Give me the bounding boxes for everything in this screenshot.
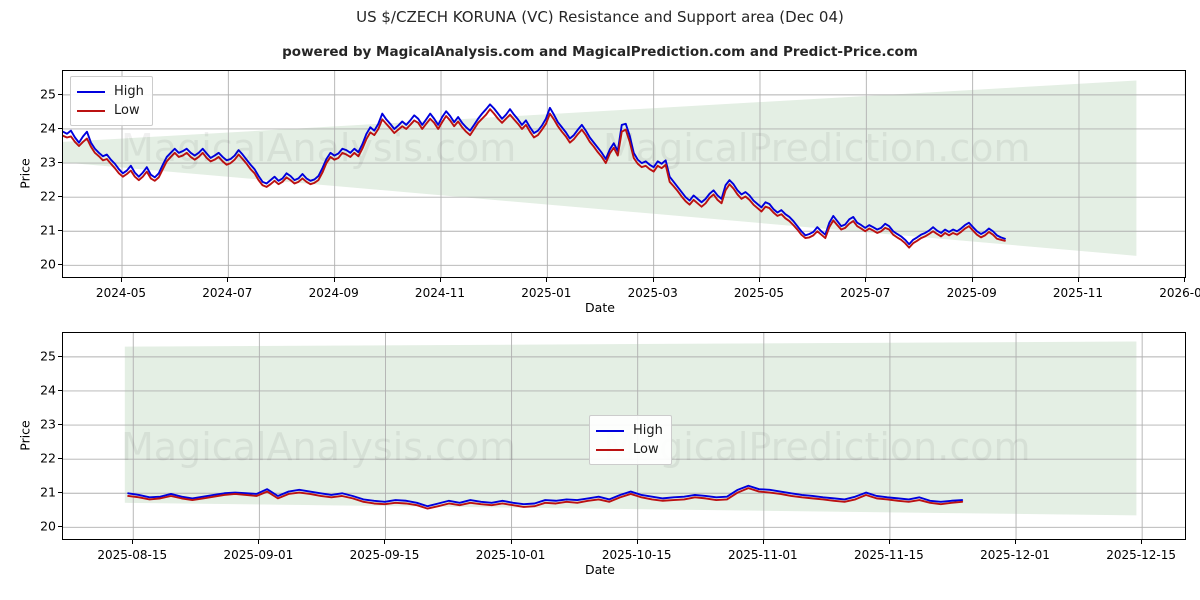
x-tick-label: 2026-01 bbox=[1159, 286, 1200, 300]
high-line-swatch-icon bbox=[596, 429, 624, 432]
y-tick-label: 20 bbox=[40, 256, 56, 272]
y-tick-mark bbox=[58, 458, 62, 460]
y-tick-mark bbox=[58, 93, 62, 95]
x-tick-mark bbox=[333, 278, 335, 282]
x-tick-label: 2025-01 bbox=[521, 286, 572, 300]
page-title: US $/CZECH KORUNA (VC) Resistance and Su… bbox=[356, 8, 844, 26]
bottom-x-axis-label: Date bbox=[585, 562, 615, 577]
x-tick-label: 2025-10-15 bbox=[601, 548, 672, 562]
y-tick-label: 21 bbox=[40, 222, 56, 238]
x-tick-label: 2024-05 bbox=[95, 286, 147, 300]
x-tick-mark bbox=[132, 540, 134, 544]
top-chart-canvas bbox=[63, 71, 1185, 277]
y-tick-label: 20 bbox=[40, 518, 56, 534]
legend-label-low: Low bbox=[114, 103, 140, 118]
x-tick-mark bbox=[440, 278, 441, 282]
high-line-swatch-icon bbox=[77, 90, 105, 93]
x-tick-mark bbox=[1077, 278, 1079, 282]
x-tick-mark bbox=[971, 278, 973, 282]
x-tick-label: 2025-05 bbox=[733, 286, 785, 300]
x-tick-label: 2024-07 bbox=[202, 286, 253, 300]
x-tick-mark bbox=[121, 278, 122, 282]
x-tick-mark bbox=[1184, 278, 1186, 282]
legend-label-low: Low bbox=[633, 442, 659, 457]
legend-label-high: High bbox=[633, 423, 663, 438]
y-tick-mark bbox=[58, 196, 62, 198]
x-tick-label: 2025-11 bbox=[1052, 286, 1104, 300]
x-tick-mark bbox=[1141, 540, 1143, 544]
y-tick-label: 22 bbox=[40, 188, 56, 204]
y-tick-label: 23 bbox=[40, 416, 56, 432]
legend-entry-low: Low bbox=[596, 440, 663, 459]
x-tick-mark bbox=[652, 278, 654, 282]
x-tick-mark bbox=[888, 540, 890, 544]
x-tick-mark bbox=[758, 278, 760, 282]
legend-entry-high: High bbox=[77, 82, 144, 101]
y-tick-mark bbox=[58, 264, 62, 266]
x-tick-mark bbox=[258, 540, 260, 544]
y-tick-label: 24 bbox=[40, 120, 56, 136]
y-tick-label: 23 bbox=[40, 154, 56, 170]
x-tick-label: 2025-11-15 bbox=[854, 548, 924, 562]
x-tick-label: 2025-12-15 bbox=[1106, 548, 1177, 562]
x-tick-label: 2025-07 bbox=[840, 286, 891, 300]
x-tick-label: 2024-11 bbox=[414, 286, 466, 300]
y-tick-label: 24 bbox=[40, 382, 56, 398]
x-tick-label: 2025-09-15 bbox=[349, 548, 420, 562]
x-tick-label: 2024-09 bbox=[308, 286, 359, 300]
legend-entry-high: High bbox=[596, 421, 663, 440]
page-subtitle: powered by MagicalAnalysis.com and Magic… bbox=[282, 44, 918, 60]
y-tick-label: 25 bbox=[40, 348, 56, 364]
x-tick-label: 2025-09 bbox=[946, 286, 997, 300]
y-tick-mark bbox=[58, 492, 62, 494]
low-line-swatch-icon bbox=[77, 109, 105, 112]
x-tick-mark bbox=[762, 540, 764, 544]
legend-label-high: High bbox=[114, 84, 144, 99]
x-tick-label: 2025-08-15 bbox=[97, 548, 168, 562]
low-line-swatch-icon bbox=[596, 448, 624, 451]
x-tick-mark bbox=[546, 278, 548, 282]
y-tick-label: 25 bbox=[40, 86, 56, 102]
y-tick-mark bbox=[58, 424, 62, 426]
x-tick-mark bbox=[384, 540, 386, 544]
y-tick-mark bbox=[58, 127, 62, 129]
top-chart-legend: High Low bbox=[70, 76, 153, 126]
y-tick-mark bbox=[58, 355, 62, 357]
y-tick-label: 21 bbox=[40, 484, 56, 500]
x-tick-label: 2025-09-01 bbox=[223, 548, 294, 562]
x-tick-label: 2025-12-01 bbox=[980, 548, 1050, 562]
y-tick-mark bbox=[58, 230, 62, 232]
x-tick-label: 2025-11-01 bbox=[727, 548, 798, 562]
y-tick-label: 22 bbox=[40, 450, 56, 466]
legend-entry-low: Low bbox=[77, 101, 144, 120]
x-tick-mark bbox=[510, 540, 512, 544]
y-tick-mark bbox=[58, 162, 62, 164]
x-tick-label: 2025-03 bbox=[627, 286, 678, 300]
x-tick-mark bbox=[1015, 540, 1017, 544]
y-tick-mark bbox=[58, 389, 62, 391]
x-tick-mark bbox=[227, 278, 229, 282]
x-tick-label: 2025-10-01 bbox=[475, 548, 546, 562]
y-tick-mark bbox=[58, 526, 62, 528]
x-tick-mark bbox=[636, 540, 638, 544]
bottom-chart-legend: High Low bbox=[589, 415, 672, 465]
top-x-axis-label: Date bbox=[585, 300, 615, 315]
x-tick-mark bbox=[865, 278, 867, 282]
